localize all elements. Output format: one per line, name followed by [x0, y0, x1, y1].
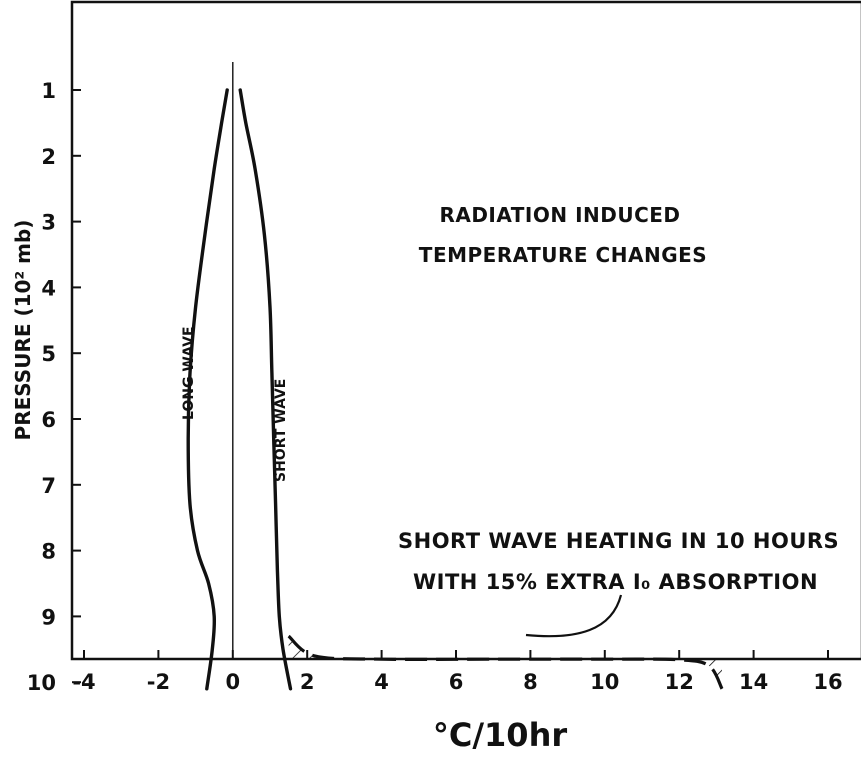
x-tick-label: 6: [449, 670, 464, 694]
hatched-heating-region: [288, 636, 722, 689]
series-line-2: [287, 634, 724, 690]
x-tick-label: 0: [225, 670, 240, 694]
annotation-line-1: SHORT WAVE HEATING IN 10 HOURS: [398, 529, 839, 553]
y-tick-label: 3: [41, 211, 56, 235]
short-wave-label: SHORT WAVE: [273, 379, 289, 482]
y-tick-label: 7: [41, 474, 56, 498]
y-tick-label: 10: [27, 671, 56, 695]
x-tick-label: 14: [739, 670, 768, 694]
x-tick-label: -2: [147, 670, 170, 694]
hatched-region-layer: [288, 636, 722, 689]
long-wave-label: LONG WAVE: [181, 326, 197, 420]
series-line-1: [238, 88, 293, 691]
x-axis-label: °C/10hr: [433, 716, 567, 754]
series-layer: [186, 62, 724, 691]
y-axis-label: PRESSURE (10² mb): [11, 220, 35, 441]
x-tick-label: 10: [590, 670, 619, 694]
y-tick-label: 8: [41, 540, 56, 564]
annotation-line-2: WITH 15% EXTRA I₀ ABSORPTION: [413, 570, 818, 594]
x-tick-label: 12: [665, 670, 694, 694]
x-tick-label: 16: [813, 670, 842, 694]
series-line-0: [186, 88, 229, 691]
y-tick-label: 2: [41, 145, 56, 169]
y-tick-label: 1: [41, 79, 56, 103]
y-tick-label: 5: [41, 342, 56, 366]
x-tick-label: -4: [72, 670, 95, 694]
y-tick-label: 9: [41, 605, 56, 629]
x-tick-label: 4: [374, 670, 389, 694]
annotation-arrow: [525, 594, 623, 638]
x-tick-label: 8: [523, 670, 538, 694]
y-tick-label: 6: [41, 408, 56, 432]
x-tick-label: 2: [300, 670, 315, 694]
chart-title-line-2: TEMPERATURE CHANGES: [419, 243, 707, 267]
y-tick-label: 4: [41, 276, 56, 300]
chart-title-line-1: RADIATION INDUCED: [439, 203, 680, 227]
